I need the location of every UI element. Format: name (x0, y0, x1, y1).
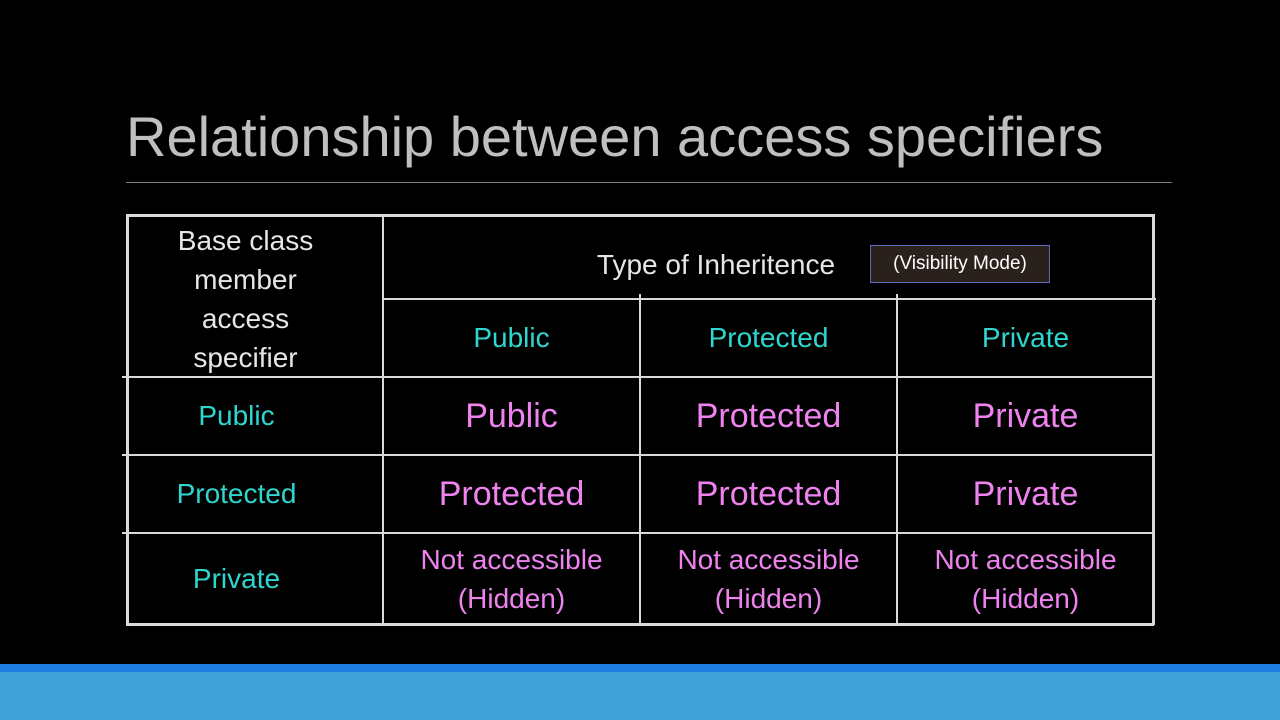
cell-text-line: (Hidden) (457, 582, 566, 614)
table-divider-row3 (122, 532, 1154, 534)
row-label-protected: Protected (176, 478, 297, 509)
cell-private-public: Not accessible (Hidden) (384, 534, 639, 623)
table-divider-row1 (122, 376, 1154, 378)
corner-header-line: access (201, 303, 290, 334)
table-divider-row2 (122, 454, 1154, 456)
row-label-public: Public (198, 400, 275, 431)
footer-accent-stripe (0, 664, 1280, 672)
cell-text-line: (Hidden) (971, 582, 1080, 614)
row-label-private: Private (192, 562, 281, 594)
table-border-right (1152, 214, 1155, 625)
column-header-private: Private (981, 322, 1070, 353)
column-header-protected: Protected (708, 322, 829, 353)
table-divider-subheader (382, 298, 1156, 300)
table-divider-col1 (382, 214, 384, 625)
corner-header-line: member (194, 264, 297, 295)
cell-text-line: Not accessible (677, 543, 860, 575)
corner-header: Base class member access specifier (129, 222, 362, 376)
table-divider-col3 (896, 294, 898, 625)
table-border-left (126, 214, 129, 625)
table-divider-col2 (639, 294, 641, 625)
table-border-top (126, 214, 1154, 217)
cell-private-protected: Not accessible (Hidden) (641, 534, 896, 623)
cell-protected-protected: Protected (695, 474, 842, 513)
cell-text-line: Not accessible (420, 543, 603, 575)
cell-public-public: Public (465, 396, 558, 435)
visibility-mode-badge: (Visibility Mode) (870, 245, 1050, 283)
corner-header-line: specifier (193, 342, 298, 373)
cell-protected-public: Protected (438, 474, 585, 513)
cell-private-private: Not accessible (Hidden) (898, 534, 1153, 623)
slide-title: Relationship between access specifiers (126, 105, 1104, 168)
cell-text-line: Not accessible (934, 543, 1117, 575)
corner-header-line: Base class (177, 225, 314, 256)
cell-protected-private: Private (972, 474, 1079, 513)
cell-public-private: Private (972, 396, 1079, 435)
cell-text-line: (Hidden) (714, 582, 823, 614)
column-header-public: Public (473, 322, 550, 353)
cell-public-protected: Protected (695, 396, 842, 435)
title-divider (126, 182, 1172, 183)
footer-bar (0, 672, 1280, 720)
inheritance-type-header: Type of Inheritence (596, 248, 836, 280)
